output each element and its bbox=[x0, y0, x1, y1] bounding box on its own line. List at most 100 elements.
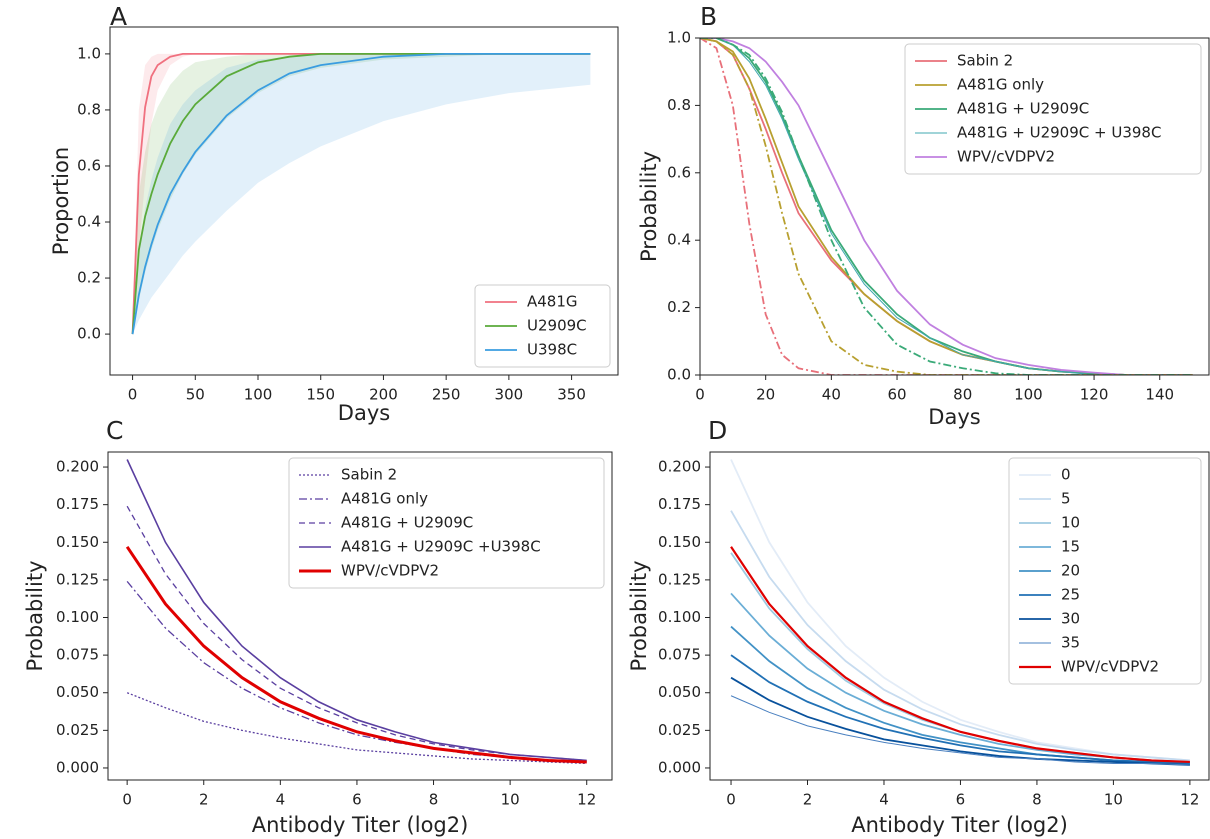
axes-frame bbox=[709, 451, 1210, 781]
y-tick-label: 0.2 bbox=[667, 298, 691, 316]
legend-label: 30 bbox=[1061, 610, 1080, 628]
y-tick-label: 0.100 bbox=[56, 608, 99, 626]
x-tick-label: 60 bbox=[887, 386, 906, 404]
y-tick-label: 1.0 bbox=[77, 44, 101, 62]
x-tick-label: 6 bbox=[352, 791, 362, 809]
series-line bbox=[700, 38, 1193, 375]
y-tick-label: 0.4 bbox=[77, 213, 101, 231]
y-axis-label: Probability bbox=[627, 560, 651, 671]
series-line bbox=[700, 38, 1193, 375]
y-tick-label: 0.050 bbox=[658, 683, 701, 701]
legend-label: WPV/cVDPV2 bbox=[341, 562, 439, 580]
legend-label: Sabin 2 bbox=[957, 52, 1013, 70]
legend-label: WPV/cVDPV2 bbox=[957, 148, 1055, 166]
legend-label: 5 bbox=[1061, 490, 1071, 508]
series-line bbox=[131, 52, 591, 335]
x-tick-label: 2 bbox=[803, 791, 813, 809]
legend-label: A481G bbox=[527, 293, 578, 311]
x-tick-label: 10 bbox=[501, 791, 520, 809]
legend-label: A481G + U2909C bbox=[341, 514, 473, 532]
y-axis-label: Probability bbox=[637, 151, 661, 262]
y-tick-label: 0.8 bbox=[77, 100, 101, 118]
legend-label: A481G + U2909C +U398C bbox=[341, 538, 541, 556]
panel-label: C bbox=[106, 416, 123, 445]
y-tick-label: 1.0 bbox=[667, 29, 691, 47]
series-line bbox=[700, 38, 1193, 375]
x-tick-label: 0 bbox=[122, 791, 132, 809]
panel-label: D bbox=[708, 416, 727, 445]
series-line bbox=[730, 654, 1190, 765]
series-line bbox=[730, 510, 1190, 762]
x-tick-label: 120 bbox=[1080, 386, 1109, 404]
x-tick-label: 300 bbox=[495, 386, 524, 404]
x-axis-label: Days bbox=[928, 405, 980, 429]
y-tick-label: 0.075 bbox=[56, 646, 99, 664]
y-tick-label: 0.6 bbox=[77, 156, 101, 174]
y-tick-label: 0.025 bbox=[56, 721, 99, 739]
x-tick-label: 150 bbox=[306, 386, 335, 404]
band bbox=[132, 53, 591, 335]
x-tick-label: 140 bbox=[1145, 386, 1174, 404]
y-tick-label: 0.200 bbox=[56, 458, 99, 476]
axes-frame bbox=[107, 451, 613, 781]
y-tick-label: 0.6 bbox=[667, 163, 691, 181]
y-tick-label: 0.125 bbox=[658, 570, 701, 588]
x-tick-label: 20 bbox=[756, 386, 775, 404]
axes-frame bbox=[109, 26, 619, 376]
x-tick-label: 6 bbox=[956, 791, 966, 809]
y-axis-label: Proportion bbox=[49, 147, 73, 255]
legend-label: 25 bbox=[1061, 586, 1080, 604]
series-line bbox=[125, 545, 587, 764]
axes-frame bbox=[699, 37, 1210, 376]
x-tick-label: 100 bbox=[244, 386, 273, 404]
x-tick-label: 0 bbox=[695, 386, 705, 404]
y-tick-label: 0.150 bbox=[658, 533, 701, 551]
x-tick-label: 350 bbox=[557, 386, 586, 404]
legend-label: A481G + U2909C + U398C bbox=[957, 124, 1161, 142]
series-line bbox=[131, 52, 591, 335]
y-tick-label: 0.0 bbox=[77, 325, 101, 343]
x-tick-label: 100 bbox=[1014, 386, 1043, 404]
y-tick-label: 0.125 bbox=[56, 570, 99, 588]
x-tick-label: 200 bbox=[369, 386, 398, 404]
x-tick-label: 40 bbox=[822, 386, 841, 404]
x-tick-label: 12 bbox=[1180, 791, 1199, 809]
y-tick-label: 0.100 bbox=[658, 608, 701, 626]
series-line bbox=[700, 38, 1193, 375]
legend-label: WPV/cVDPV2 bbox=[1061, 658, 1159, 676]
y-tick-label: 0.2 bbox=[77, 269, 101, 287]
y-tick-label: 0.150 bbox=[56, 533, 99, 551]
y-tick-label: 0.000 bbox=[658, 758, 701, 776]
series-line bbox=[730, 695, 1190, 766]
y-tick-label: 0.4 bbox=[667, 231, 691, 249]
legend-box bbox=[474, 284, 611, 368]
y-tick-label: 0.175 bbox=[658, 495, 701, 513]
legend-box bbox=[288, 457, 605, 589]
series-line bbox=[700, 38, 1193, 375]
band bbox=[132, 53, 591, 335]
legend-box bbox=[1008, 457, 1202, 685]
x-tick-label: 12 bbox=[577, 791, 596, 809]
legend-label: 35 bbox=[1061, 634, 1080, 652]
y-axis-label: Probability bbox=[23, 560, 47, 671]
x-tick-label: 50 bbox=[186, 386, 205, 404]
x-axis-label: Antibody Titer (log2) bbox=[252, 813, 469, 837]
x-tick-label: 8 bbox=[1032, 791, 1042, 809]
x-tick-label: 4 bbox=[879, 791, 889, 809]
x-tick-label: 10 bbox=[1104, 791, 1123, 809]
x-tick-label: 4 bbox=[276, 791, 286, 809]
legend-label: A481G only bbox=[341, 490, 428, 508]
x-tick-label: 250 bbox=[432, 386, 461, 404]
y-tick-label: 0.000 bbox=[56, 758, 99, 776]
legend-label: A481G only bbox=[957, 76, 1044, 94]
legend-label: 0 bbox=[1061, 466, 1071, 484]
x-tick-label: 8 bbox=[429, 791, 439, 809]
x-tick-label: 2 bbox=[199, 791, 209, 809]
y-tick-label: 0.075 bbox=[658, 646, 701, 664]
legend-label: U2909C bbox=[527, 317, 587, 335]
panel-label: A bbox=[110, 2, 127, 31]
series-line bbox=[126, 692, 587, 765]
panel-label: B bbox=[700, 2, 717, 31]
